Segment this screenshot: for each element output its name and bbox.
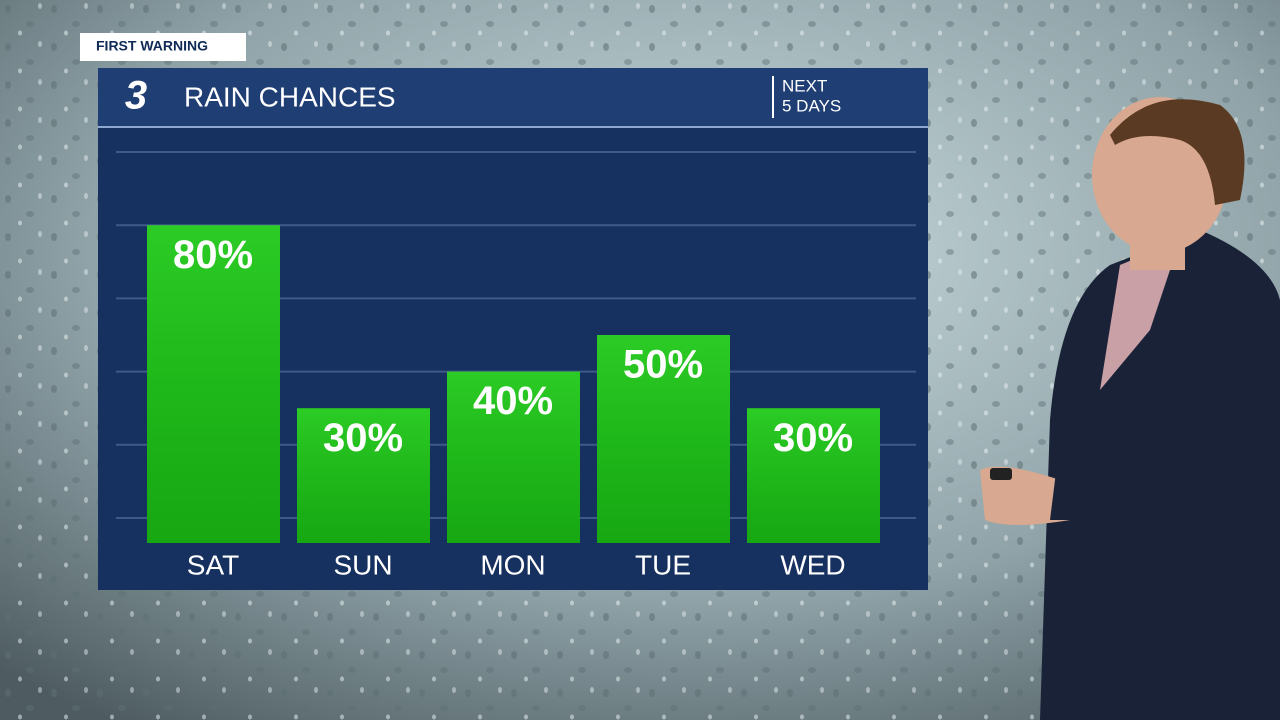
presenter bbox=[980, 97, 1280, 720]
x-tick-label: WED bbox=[780, 549, 845, 580]
chart-title: RAIN CHANCES bbox=[184, 81, 396, 112]
value-label: 50% bbox=[623, 343, 703, 387]
period-divider bbox=[772, 76, 774, 118]
bar bbox=[597, 335, 730, 543]
header bbox=[98, 68, 928, 126]
header-rule bbox=[98, 126, 928, 128]
logo: 3 bbox=[125, 74, 147, 118]
bar bbox=[447, 371, 580, 543]
badge: FIRST WARNING bbox=[96, 38, 208, 54]
period-line: NEXT bbox=[782, 76, 827, 95]
x-tick-label: MON bbox=[480, 549, 545, 580]
period-line: 5 DAYS bbox=[782, 96, 841, 115]
x-tick-label: SUN bbox=[333, 549, 392, 580]
x-tick-label: SAT bbox=[187, 549, 239, 580]
value-label: 80% bbox=[173, 233, 253, 277]
plot: 80% SAT 30% SUN 40% MON 50% TUE 30% WED bbox=[116, 151, 916, 580]
value-label: 30% bbox=[323, 416, 403, 460]
x-tick-label: TUE bbox=[635, 549, 691, 580]
bar bbox=[297, 408, 430, 543]
bar bbox=[147, 225, 280, 543]
value-label: 40% bbox=[473, 379, 553, 423]
bar bbox=[747, 408, 880, 543]
badge-box bbox=[80, 33, 246, 61]
value-label: 30% bbox=[773, 416, 853, 460]
